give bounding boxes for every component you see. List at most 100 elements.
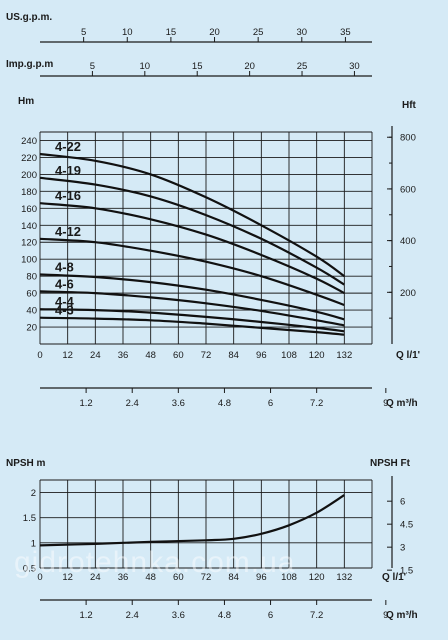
npsh-ft-tick-label: 6 bbox=[400, 497, 405, 508]
head-x-tick-label: 72 bbox=[201, 350, 212, 361]
head-x-tick-label: 0 bbox=[37, 350, 42, 361]
head-curves: 4-22 4-19 4-16 4-12 4-8 4-6 4-44-3 bbox=[39, 139, 345, 336]
head-curve-label: 4-22 bbox=[55, 139, 81, 154]
imp-gpm-tick-label: 25 bbox=[297, 61, 308, 72]
us-gpm-tick-label: 20 bbox=[209, 27, 220, 38]
head-curve-label: 4-19 bbox=[55, 163, 81, 178]
head-y-tick-label: 100 bbox=[21, 255, 37, 266]
head-curve-label: 4-16 bbox=[55, 188, 81, 203]
npsh-x-tick-label: 120 bbox=[309, 572, 325, 583]
head-y-tick-label: 240 bbox=[21, 136, 37, 147]
head-y-tick-label: 60 bbox=[26, 289, 37, 300]
head-y-tick-label: 160 bbox=[21, 204, 37, 215]
head-curve-4-6 bbox=[39, 290, 345, 327]
head-y-tick-label: 40 bbox=[26, 306, 37, 317]
npsh-m3h-tick-label: 9 bbox=[383, 610, 388, 621]
head-x-tick-label: 48 bbox=[145, 350, 156, 361]
hft-tick-label: 600 bbox=[400, 184, 416, 195]
head-x-tick-label: 24 bbox=[90, 350, 101, 361]
head-x-tick-label: 60 bbox=[173, 350, 184, 361]
head-m3h-tick-label: 4.8 bbox=[218, 398, 231, 409]
head-curve-4-8 bbox=[39, 273, 345, 321]
head-y-tick-label: 20 bbox=[26, 323, 37, 334]
head-y-tick-label: 220 bbox=[21, 153, 37, 164]
npsh-y-tick-label: 1.5 bbox=[23, 513, 36, 524]
imp-gpm-tick-label: 5 bbox=[90, 61, 95, 72]
hft-tick-label: 800 bbox=[400, 133, 416, 144]
us-gpm-tick-label: 30 bbox=[297, 27, 308, 38]
head-x-tick-label: 108 bbox=[281, 350, 297, 361]
head-m3h-tick-label: 3.6 bbox=[172, 398, 185, 409]
npsh-y-right-label: NPSH Ft bbox=[370, 458, 411, 469]
npsh-x-tick-label: 12 bbox=[62, 572, 73, 583]
head-curve-label: 4-3 bbox=[55, 303, 74, 318]
npsh-x-tick-label: 24 bbox=[90, 572, 101, 583]
head-m3h-label: Q m³/h bbox=[386, 398, 418, 409]
hft-tick-label: 200 bbox=[400, 288, 416, 299]
head-curve-4-12 bbox=[39, 237, 345, 307]
npsh-x-tick-label: 84 bbox=[228, 572, 239, 583]
us-gpm-tick-label: 10 bbox=[122, 27, 133, 38]
head-curve-4-3 bbox=[39, 316, 345, 336]
npsh-m3h-tick-label: 3.6 bbox=[172, 610, 185, 621]
npsh-x-tick-label: 96 bbox=[256, 572, 267, 583]
head-curve-label: 4-12 bbox=[55, 224, 81, 239]
npsh-m3h-tick-label: 4.8 bbox=[218, 610, 231, 621]
watermark: gidrotehnka.com.ua bbox=[14, 546, 296, 579]
head-x-tick-label: 132 bbox=[336, 350, 352, 361]
npsh-x-tick-label: 132 bbox=[336, 572, 352, 583]
npsh-ft-tick-label: 1.5 bbox=[400, 566, 413, 577]
head-x-unit: Q l/1' bbox=[396, 350, 420, 361]
npsh-x-tick-label: 36 bbox=[118, 572, 129, 583]
top-flow-scales: US.g.p.m. 5 10 15 20 25 30 35 Imp.g.p.m 5 10 15 20 25… bbox=[6, 12, 372, 77]
head-m3h-tick-label: 7.2 bbox=[310, 398, 323, 409]
head-y-tick-label: 80 bbox=[26, 272, 37, 283]
head-m3h-tick-label: 2.4 bbox=[126, 398, 139, 409]
npsh-x-tick-label: 48 bbox=[145, 572, 156, 583]
npsh-m3h-tick-label: 2.4 bbox=[126, 610, 139, 621]
head-x-tick-label: 120 bbox=[309, 350, 325, 361]
head-y-tick-label: 180 bbox=[21, 187, 37, 198]
head-curve-label: 4-8 bbox=[55, 259, 74, 274]
npsh-m3h-tick-label: 6 bbox=[268, 610, 273, 621]
head-x-tick-label: 36 bbox=[118, 350, 129, 361]
npsh-x-tick-label: 72 bbox=[201, 572, 212, 583]
head-bottom-scale: 1.2 2.4 3.6 4.8 6 7.2 9Q m³/h bbox=[40, 387, 418, 409]
us-gpm-tick-label: 15 bbox=[166, 27, 177, 38]
head-x-tick-label: 96 bbox=[256, 350, 267, 361]
npsh-y-tick-label: 2 bbox=[31, 488, 36, 499]
head-y-right-unit: Hft bbox=[402, 100, 417, 111]
npsh-x-tick-label: 108 bbox=[281, 572, 297, 583]
head-y-unit: Hm bbox=[18, 96, 34, 107]
npsh-x-unit: Q l/1' bbox=[382, 572, 406, 583]
head-y-tick-label: 140 bbox=[21, 221, 37, 232]
npsh-chart-axes: NPSH m NPSH Ft0.511.521.534.560 12 24 36 48 60… bbox=[6, 458, 413, 583]
head-curve-label: 4-6 bbox=[55, 276, 74, 291]
npsh-m3h-tick-label: 7.2 bbox=[310, 610, 323, 621]
head-curve-label: 4-4 bbox=[55, 294, 75, 309]
us-gpm-tick-label: 35 bbox=[340, 27, 351, 38]
us-gpm-tick-label: 25 bbox=[253, 27, 264, 38]
imp-gpm-tick-label: 20 bbox=[244, 61, 255, 72]
imp-gpm-tick-label: 10 bbox=[140, 61, 151, 72]
us-gpm-label: US.g.p.m. bbox=[6, 12, 52, 23]
npsh-x-tick-label: 60 bbox=[173, 572, 184, 583]
npsh-curves bbox=[39, 494, 345, 547]
npsh-y-tick-label: 0.5 bbox=[23, 564, 36, 575]
head-chart-axes: Hm Hft20406080100120140160180200220240200… bbox=[18, 96, 420, 361]
npsh-x-tick-label: 0 bbox=[37, 572, 42, 583]
npsh-bottom-scale: 1.2 2.4 3.6 4.8 6 7.2 9Q m³/h bbox=[40, 599, 418, 621]
head-m3h-tick-label: 6 bbox=[268, 398, 273, 409]
imp-gpm-tick-label: 15 bbox=[192, 61, 203, 72]
head-x-tick-label: 84 bbox=[228, 350, 239, 361]
imp-gpm-tick-label: 30 bbox=[349, 61, 360, 72]
us-gpm-tick-label: 5 bbox=[81, 27, 86, 38]
head-curve-4-16 bbox=[39, 202, 345, 295]
head-curve-4-4 bbox=[39, 308, 345, 333]
npsh-curve bbox=[39, 494, 345, 547]
hft-tick-label: 400 bbox=[400, 236, 416, 247]
npsh-y-label: NPSH m bbox=[6, 458, 46, 469]
head-m3h-tick-label: 9 bbox=[383, 398, 388, 409]
head-y-tick-label: 200 bbox=[21, 170, 37, 181]
